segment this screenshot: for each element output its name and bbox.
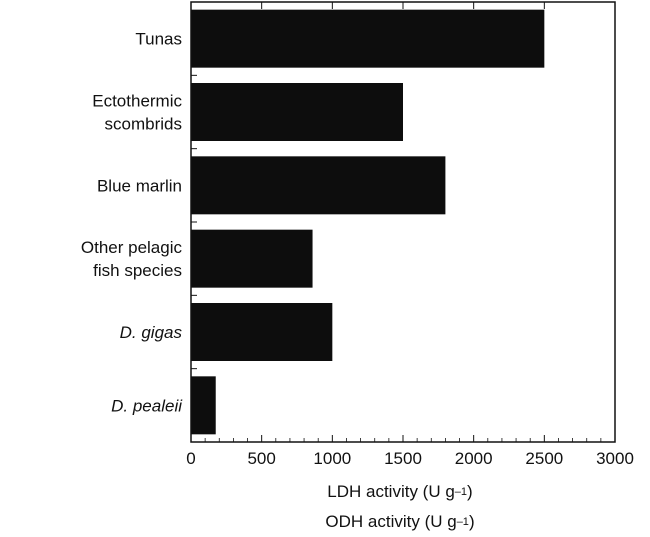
x-axis-title-odh-text: ODH activity (U g: [325, 512, 457, 531]
category-label-2-line-1: Ectothermic: [92, 92, 182, 111]
category-label-4-line-2: fish species: [93, 261, 182, 280]
x-axis-ticks: 0 500 1000 1500 2000 2500 3000: [186, 2, 634, 468]
x-axis-title-odh-tail: ): [468, 512, 475, 531]
category-label-1-line-1: Tunas: [135, 30, 182, 49]
bar-4: [191, 229, 313, 288]
bar-1: [191, 9, 545, 68]
category-label-3: Blue marlin: [97, 176, 182, 195]
category-label-6-line-1: D. pealeii: [111, 396, 183, 415]
x-tick-label-4: 2000: [455, 449, 493, 468]
x-axis-title-odh-sup: –1: [456, 516, 469, 528]
x-tick-label-1: 500: [247, 449, 275, 468]
category-label-5-line-1: D. gigas: [120, 323, 183, 342]
x-axis-title-odh: ODH activity (U g–1): [0, 512, 650, 532]
x-tick-label-5: 2500: [525, 449, 563, 468]
category-label-4-line-1: Other pelagic: [81, 238, 183, 257]
x-axis-title-ldh-sup: –1: [454, 486, 468, 498]
category-label-1: Tunas: [135, 30, 182, 49]
category-label-5: D. gigas: [120, 323, 183, 342]
x-tick-label-0: 0: [186, 449, 195, 468]
x-axis-title-ldh-tail: ): [467, 482, 473, 501]
bar-2: [191, 83, 403, 141]
x-axis-title-ldh: LDH activity (U g–1): [0, 482, 650, 502]
bar-3: [191, 156, 446, 215]
category-label-4: Other pelagic fish species: [81, 238, 183, 280]
category-labels: Tunas Ectothermic scombrids Blue marlin Othe…: [81, 30, 183, 416]
category-label-3-line-1: Blue marlin: [97, 176, 182, 195]
x-tick-label-6: 3000: [596, 449, 634, 468]
category-label-2: Ectothermic scombrids: [92, 92, 182, 134]
bar-5: [191, 303, 333, 361]
plot-frame: [190, 1, 616, 443]
x-axis-title-ldh-text: LDH activity (U g: [327, 482, 455, 501]
bar-6: [191, 376, 216, 435]
category-label-2-line-2: scombrids: [105, 115, 182, 134]
x-tick-label-3: 1500: [384, 449, 422, 468]
bar-group: [191, 9, 545, 435]
x-tick-label-2: 1000: [313, 449, 351, 468]
category-label-6: D. pealeii: [111, 396, 183, 415]
